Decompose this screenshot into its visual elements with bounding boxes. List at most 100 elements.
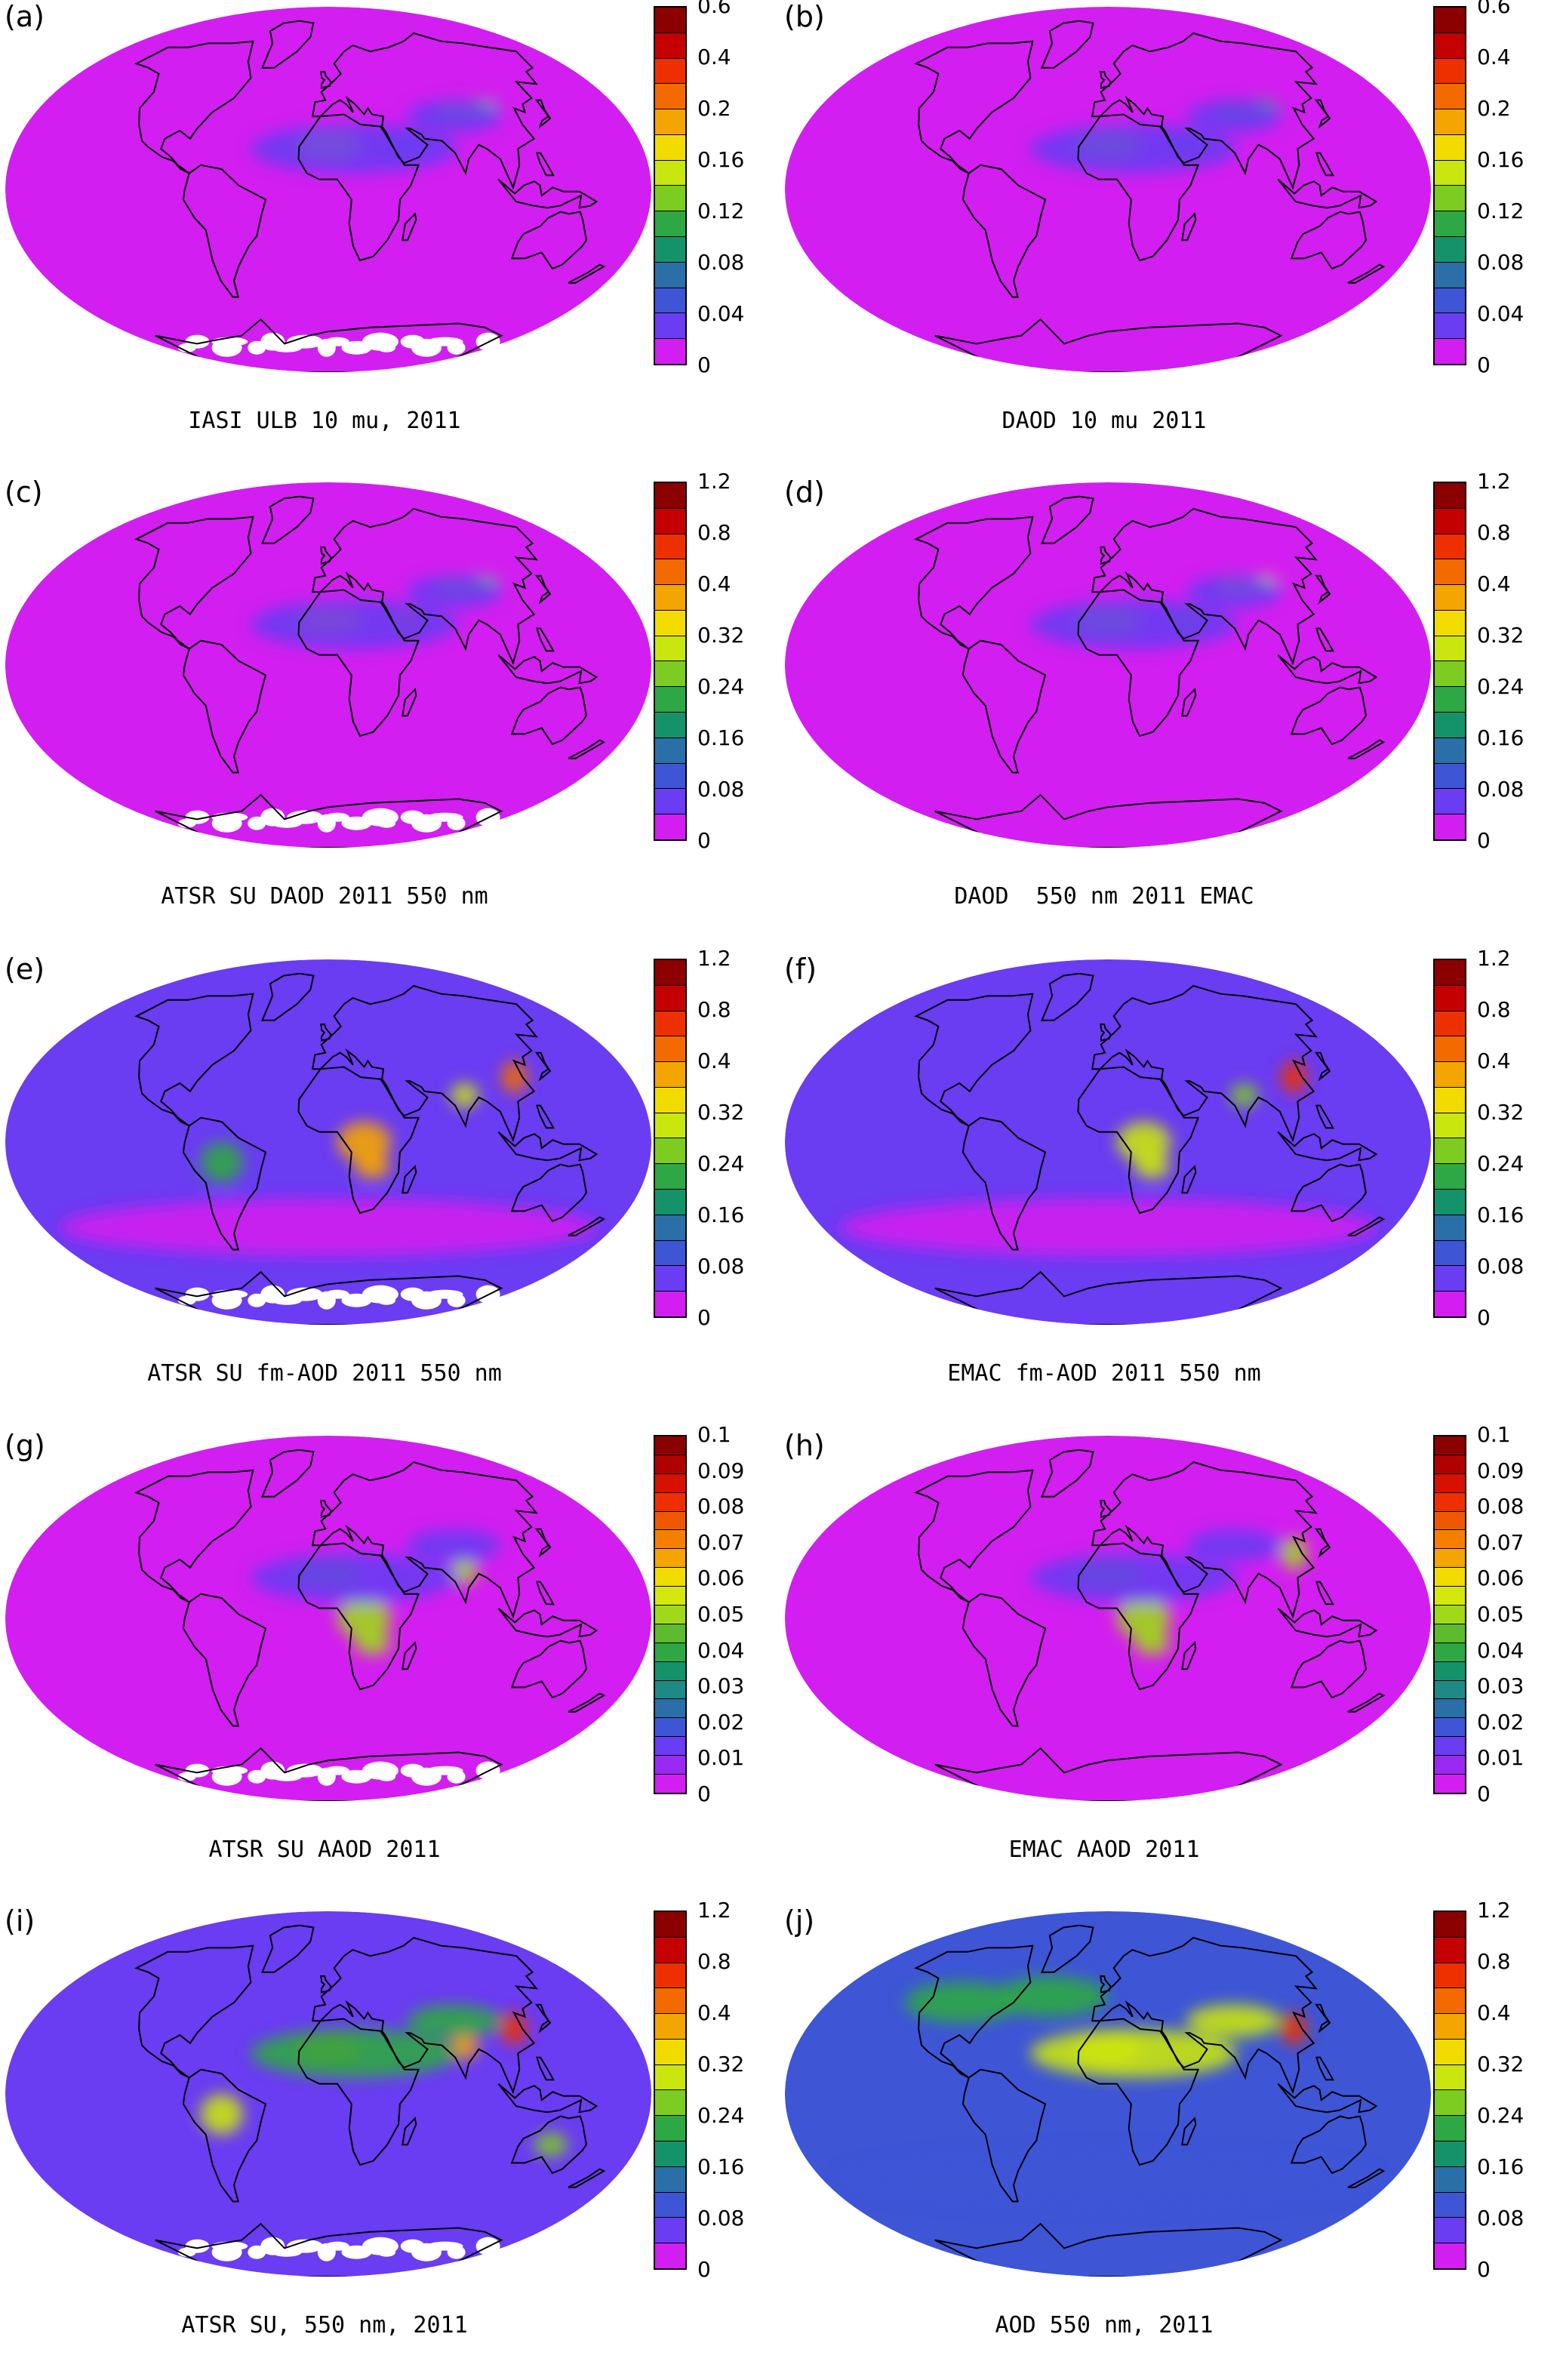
coastline-eurasia <box>312 1461 538 1619</box>
coastline-africa <box>297 589 420 737</box>
colorbar-ticks: 1.2 0.8 0.4 0.32 0.24 0.16 0.08 0 <box>697 471 773 851</box>
coastline-japan <box>1314 99 1331 129</box>
colorbar-swatch <box>655 508 685 534</box>
map-panel: (i) 1.2 0.8 0.4 0.32 0.24 0.16 0.08 0 ATSR SU, 55… <box>0 1900 780 2380</box>
hotspot-north-atlantic <box>995 1976 1108 2017</box>
colorbar-swatch <box>1435 2064 1465 2091</box>
coastline-new-zealand <box>1347 2168 1386 2188</box>
colorbar-tick-label: 0.24 <box>1477 674 1525 699</box>
colorbar-swatch <box>1435 789 1465 815</box>
panel-label: (c) <box>5 476 43 509</box>
coastline-madagascar <box>402 212 417 242</box>
coastlines <box>134 20 606 372</box>
colorbar-tick-label: 0.32 <box>1477 1100 1525 1125</box>
colorbar-tick-label: 0.8 <box>697 520 731 545</box>
colorbar-swatch <box>1435 1549 1465 1569</box>
missing-data-patch <box>377 1772 396 1781</box>
colorbar-swatch <box>655 585 685 611</box>
coastline-south-america <box>962 639 1047 774</box>
colorbar-swatch <box>655 2039 685 2065</box>
colorbar-ticks: 0.1 0.09 0.08 0.07 0.06 0.05 0.04 0.03 0.02 0.01 0 <box>1477 1424 1552 1805</box>
colorbar-tick-label: 0.4 <box>697 45 731 69</box>
coastline-greenland <box>260 495 315 544</box>
coastline-south-america <box>182 1593 267 1727</box>
coastline-north-america <box>134 993 254 1127</box>
coastline-africa <box>297 113 420 262</box>
colorbar-tick-label: 0.05 <box>697 1602 745 1627</box>
colorbar-swatch <box>1435 763 1465 790</box>
missing-data-patch <box>185 1287 210 1301</box>
panel-label: (i) <box>5 1904 35 1938</box>
colorbar-swatch <box>1435 1492 1465 1512</box>
colorbar-ticks: 1.2 0.8 0.4 0.32 0.24 0.16 0.08 0 <box>697 948 773 1329</box>
panel-caption: ATSR SU, 550 nm, 2011 <box>181 2312 468 2338</box>
map-panel: (e) 1.2 0.8 0.4 0.32 0.24 0.16 0.08 0 ATSR SU fm-… <box>0 948 780 1428</box>
coastline-madagascar <box>1181 1641 1197 1670</box>
colorbar-swatch <box>1435 1011 1465 1037</box>
map-background <box>5 1911 651 2277</box>
colorbar-tick-label: 0 <box>1477 2257 1491 2282</box>
colorbar-swatch <box>655 1164 685 1190</box>
coastline-uk <box>1100 1975 1112 1994</box>
colorbar-swatch <box>1435 2141 1465 2167</box>
coastline-australia <box>1290 211 1367 270</box>
colorbar-tick-label: 0.16 <box>1477 147 1525 172</box>
colorbar-tick-label: 1.2 <box>697 1898 731 1923</box>
coastline-africa <box>297 1066 420 1215</box>
colorbar-swatch <box>1435 1937 1465 1963</box>
colorbar-swatch <box>1435 1036 1465 1063</box>
colorbar-tick-label: 0.24 <box>1477 1151 1525 1176</box>
colorbar-tick-label: 0.4 <box>1477 571 1511 596</box>
colorbar-tick-label: 0.08 <box>1477 250 1525 275</box>
coastline-north-america <box>914 40 1034 174</box>
coastline-australia <box>510 211 587 270</box>
coastline-south-america <box>962 1116 1047 1251</box>
world-map-svg <box>785 482 1431 848</box>
colorbar-tick-label: 0.4 <box>1477 45 1511 69</box>
colorbar-tick-label: 0.02 <box>1477 1709 1525 1735</box>
colorbar-swatch <box>1435 960 1465 986</box>
colorbar-tick-label: 0.05 <box>1477 1602 1525 1627</box>
hotspot-india <box>451 1083 478 1108</box>
colorbar-swatch <box>1435 1511 1465 1531</box>
colorbar-swatch <box>655 985 685 1011</box>
colorbar-tick-label: 0.1 <box>1477 1422 1511 1447</box>
hotspot-india <box>451 1559 478 1584</box>
hotspot-east-china <box>1281 1061 1307 1094</box>
colorbar-tick-label: 0.16 <box>1477 1202 1525 1227</box>
hotspot-north-atlantic <box>904 1982 1021 2023</box>
missing-data-patch <box>211 337 248 346</box>
colorbar <box>1433 482 1466 841</box>
missing-data-patch <box>377 343 396 353</box>
colorbar-swatch <box>1435 1215 1465 1241</box>
missing-data-patch <box>287 1287 324 1301</box>
colorbar-tick-label: 0.32 <box>697 2052 745 2077</box>
map-panel: (b) 0.6 0.4 0.2 0.16 0.12 0.08 0.04 0 DAOD 10 mu … <box>780 0 1559 476</box>
colorbar-swatch <box>655 661 685 688</box>
world-map <box>783 957 1432 1327</box>
missing-data-patch <box>447 816 466 830</box>
hotspot-dust-belt <box>407 575 502 608</box>
colorbar-tick-label: 0.04 <box>1477 301 1525 326</box>
coastline-eurasia <box>1091 32 1318 190</box>
colorbar-swatch <box>655 1624 685 1643</box>
colorbar-tick-label: 0.07 <box>697 1529 745 1555</box>
hotspot-amazon <box>200 2094 243 2135</box>
map-background <box>785 482 1431 848</box>
colorbar-swatch <box>655 1963 685 1989</box>
coastline-greenland <box>1040 20 1094 69</box>
coastline-africa <box>297 2018 420 2166</box>
coastline-indonesia <box>497 2083 598 2114</box>
colorbar-tick-label: 0.08 <box>1477 777 1525 802</box>
coastline-uk <box>320 1975 332 1994</box>
colorbar-tick-label: 0 <box>1477 1781 1491 1806</box>
colorbar-ticks: 1.2 0.8 0.4 0.32 0.24 0.16 0.08 0 <box>1477 471 1552 851</box>
coastline-north-america <box>134 1944 254 2079</box>
colorbar-tick-label: 0.03 <box>697 1673 745 1699</box>
coastline-japan <box>1314 1528 1331 1558</box>
colorbar-swatch <box>1435 2218 1465 2244</box>
hotspot-dust-belt <box>251 124 458 174</box>
colorbar-tick-label: 0 <box>697 1781 711 1806</box>
coastline-greenland <box>1040 1449 1094 1498</box>
